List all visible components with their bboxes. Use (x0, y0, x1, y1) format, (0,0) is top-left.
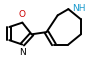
Text: O: O (19, 10, 26, 19)
Text: NH: NH (73, 4, 86, 13)
Text: N: N (19, 48, 26, 57)
